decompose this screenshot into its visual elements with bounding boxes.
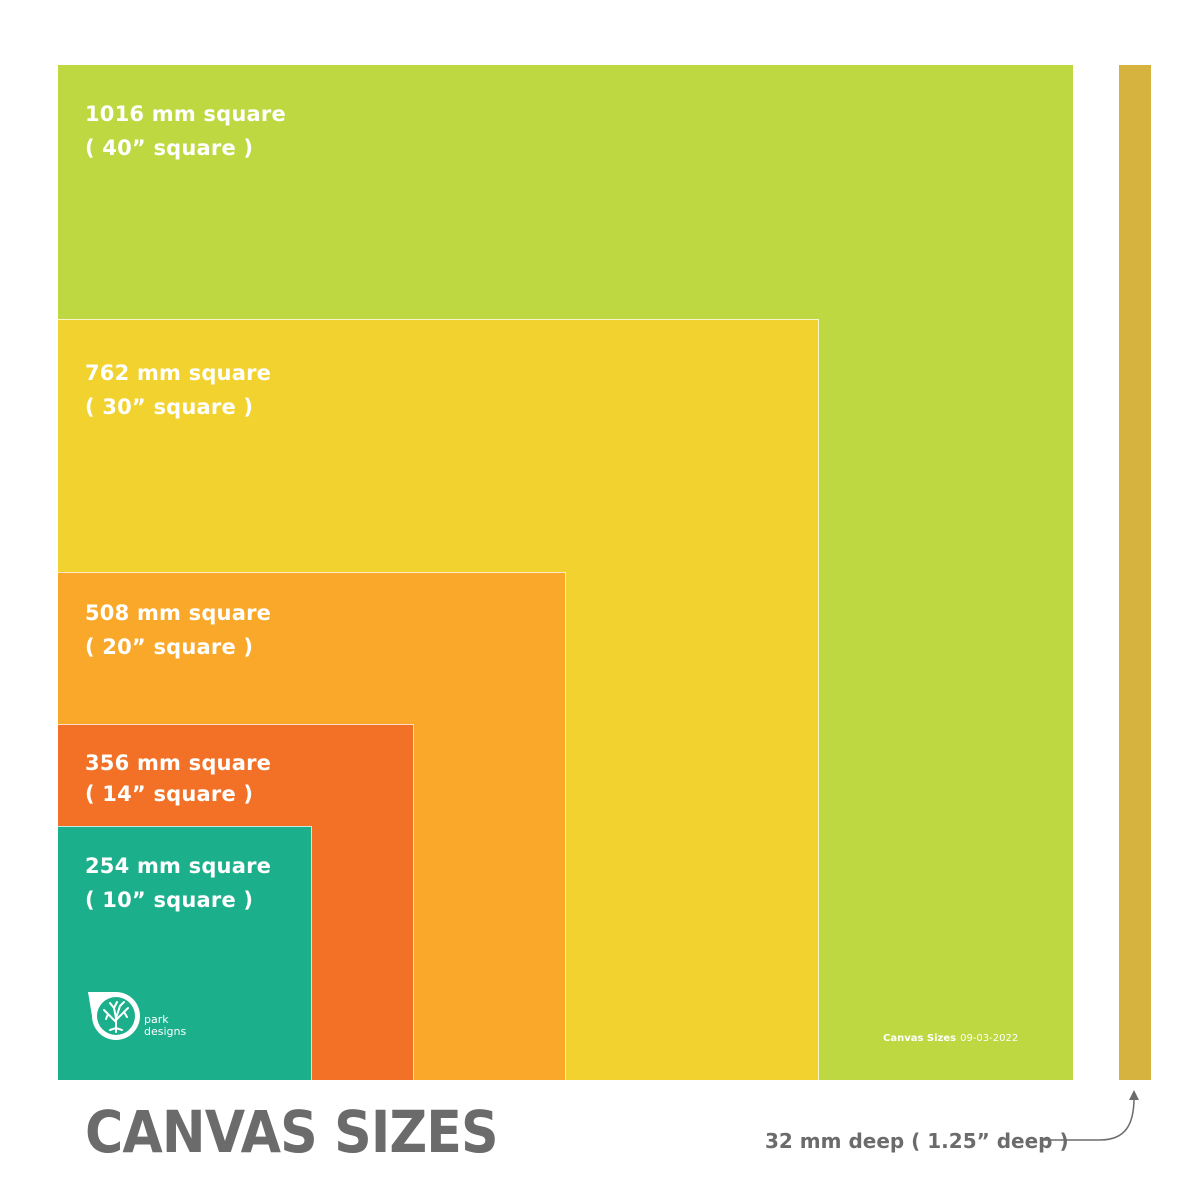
label-40: 1016 mm square ( 40” square ) — [85, 97, 286, 165]
label-40-metric: 1016 mm square — [85, 102, 286, 126]
tree-icon — [86, 988, 142, 1048]
label-30: 762 mm square ( 30” square ) — [85, 356, 271, 424]
stamp-name: Canvas Sizes — [883, 1033, 957, 1044]
label-30-imperial: ( 30” square ) — [85, 395, 254, 419]
arrow-icon — [1040, 1090, 1139, 1141]
label-10-metric: 254 mm square — [85, 854, 272, 878]
canvas-stamp: Canvas Sizes 09-03-2022 — [883, 1032, 1018, 1046]
depth-label: 32 mm deep ( 1.25” deep ) — [765, 1129, 1069, 1153]
label-14: 356 mm square ( 14” square ) — [85, 748, 271, 810]
label-14-imperial: ( 14” square ) — [85, 782, 254, 806]
label-20: 508 mm square ( 20” square ) — [85, 596, 271, 664]
logo-wordmark: park designs — [144, 1014, 186, 1038]
stamp-date: 09-03-2022 — [960, 1033, 1019, 1044]
canvas-depth-bar — [1119, 65, 1151, 1080]
logo-line2: designs — [144, 1025, 187, 1038]
label-10: 254 mm square ( 10” square ) — [85, 849, 271, 917]
label-14-metric: 356 mm square — [85, 751, 272, 775]
label-20-metric: 508 mm square — [85, 601, 272, 625]
logo-line1: park — [144, 1013, 169, 1026]
label-40-imperial: ( 40” square ) — [85, 136, 254, 160]
label-30-metric: 762 mm square — [85, 361, 272, 385]
canvas-square-10 — [58, 826, 312, 1080]
label-10-imperial: ( 10” square ) — [85, 888, 254, 912]
page-title: CANVAS SIZES — [85, 1098, 499, 1166]
label-20-imperial: ( 20” square ) — [85, 635, 254, 659]
